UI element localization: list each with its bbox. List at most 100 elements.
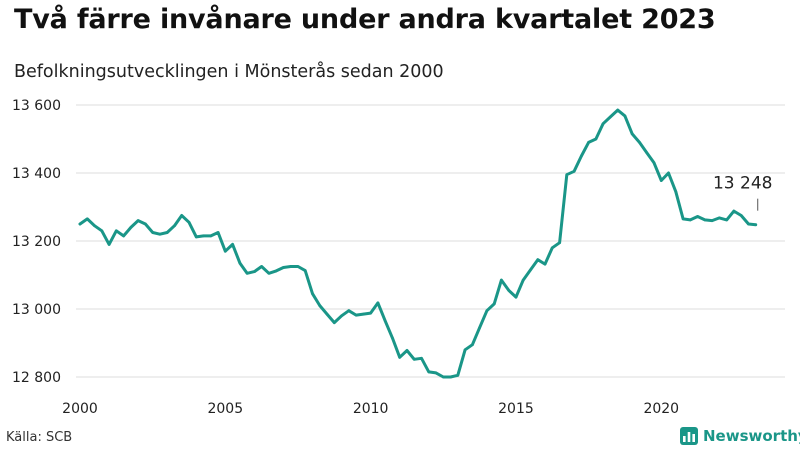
data-point (333, 321, 336, 324)
y-tick-label: 13 200 (12, 234, 61, 250)
data-point (195, 235, 198, 239)
y-tick-label: 13 000 (12, 302, 61, 318)
data-point (645, 151, 648, 154)
annotation-label: 13 248 (713, 174, 772, 194)
data-point (652, 161, 656, 165)
newsworthy-bar-chart-icon (680, 427, 698, 445)
data-point (718, 216, 721, 220)
data-point (558, 241, 561, 244)
data-point (405, 349, 409, 352)
data-point (245, 272, 249, 275)
y-tick-label: 13 600 (12, 98, 61, 114)
data-point (354, 313, 358, 317)
data-point (623, 114, 627, 118)
data-point (463, 348, 467, 352)
chart-title: Två färre invånare under andra kvartalet… (14, 4, 716, 35)
data-point (231, 243, 234, 246)
data-point (238, 261, 242, 265)
data-point (580, 154, 583, 158)
data-point (667, 171, 670, 175)
source-note: Källa: SCB (6, 430, 73, 445)
data-point (100, 229, 104, 233)
data-point (536, 258, 540, 262)
data-point (492, 302, 496, 306)
data-point (478, 326, 481, 330)
data-point (224, 249, 227, 253)
data-point (376, 301, 380, 305)
x-tick-label: 2015 (498, 401, 534, 417)
data-point (209, 234, 213, 238)
data-point (449, 375, 452, 379)
data-point (303, 269, 307, 272)
data-point (420, 357, 423, 360)
data-point (165, 231, 169, 234)
data-point (739, 214, 743, 217)
data-point (427, 370, 431, 374)
data-point (107, 243, 111, 246)
data-point (594, 137, 598, 141)
data-point (500, 278, 503, 282)
data-point (572, 170, 576, 173)
data-point (260, 265, 263, 268)
data-point (521, 278, 525, 282)
x-tick-label: 2005 (207, 401, 243, 417)
data-point (369, 311, 372, 315)
y-tick-label: 12 800 (12, 370, 61, 386)
data-point (630, 132, 634, 136)
chart-subtitle: Befolkningsutvecklingen i Mönsterås seda… (14, 62, 444, 82)
data-point (565, 173, 569, 176)
data-point (151, 231, 154, 234)
data-point (383, 319, 387, 323)
data-point (456, 374, 460, 377)
data-point (391, 336, 394, 340)
series-line-group (78, 108, 758, 379)
x-tick-label: 2020 (643, 401, 679, 417)
data-point (267, 272, 271, 275)
data-point (434, 371, 438, 375)
data-point (282, 266, 285, 269)
data-point (144, 222, 147, 226)
data-point (78, 222, 82, 226)
data-point (609, 115, 612, 119)
data-point (681, 217, 685, 221)
data-point (674, 190, 678, 193)
data-point (93, 224, 96, 227)
y-tick-labels: 12 800 13 000 13 200 13 400 13 600 (12, 98, 61, 386)
data-point (616, 108, 619, 112)
data-point (296, 265, 300, 268)
data-point (253, 270, 256, 273)
data-point (136, 219, 140, 222)
data-point (187, 221, 191, 224)
data-point (529, 268, 532, 272)
data-point (696, 215, 699, 218)
data-point (754, 223, 757, 226)
data-point (173, 224, 176, 227)
data-point (340, 314, 343, 318)
x-tick-labels: 2000 2005 2010 2015 2020 (62, 401, 679, 417)
data-point (158, 232, 162, 236)
annotation-group: 13 248 (713, 174, 772, 211)
data-point (347, 309, 351, 313)
data-point (122, 234, 125, 238)
data-point (710, 219, 714, 222)
newsworthy-logo: Newsworthy (680, 427, 800, 445)
data-point (507, 289, 511, 292)
data-point (703, 218, 707, 222)
data-point (325, 312, 329, 316)
data-point (180, 214, 183, 217)
grid-lines (76, 104, 785, 378)
data-point (471, 343, 474, 347)
data-point (129, 226, 133, 229)
y-tick-label: 13 400 (12, 166, 61, 182)
data-point (362, 312, 365, 316)
data-point (551, 246, 554, 250)
series-line (78, 108, 758, 379)
x-tick-label: 2010 (353, 401, 389, 417)
data-point (202, 234, 205, 238)
data-point (86, 217, 89, 221)
data-point (216, 231, 220, 234)
data-point (274, 269, 278, 273)
data-point (747, 222, 750, 226)
brand-name: Newsworthy (703, 427, 800, 445)
